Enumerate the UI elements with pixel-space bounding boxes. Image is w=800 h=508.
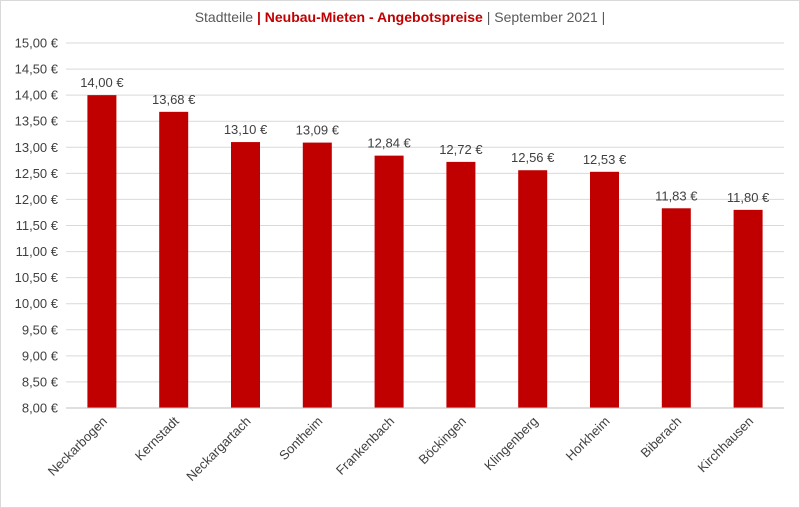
- bar: [661, 208, 691, 408]
- category-label: Frankenbach: [333, 414, 397, 478]
- x-axis: Neckarbogen Kernstadt Neckargartach Sonthei…: [45, 407, 784, 484]
- category-label: Kernstadt: [132, 413, 182, 463]
- category-label: Neckargartach: [183, 414, 253, 484]
- title-suffix: | September 2021 |: [482, 9, 606, 25]
- data-label: 12,56 €: [511, 150, 555, 165]
- y-axis: 8,00 € 8,50 € 9,00 € 9,50 € 10,00 € 10,50 € 11…: [15, 36, 59, 416]
- chart-title: Stadtteile | Neubau-Mieten - Angebotspre…: [0, 9, 800, 25]
- bars: [87, 95, 763, 409]
- data-label: 14,00 €: [80, 75, 124, 90]
- data-label: 13,09 €: [296, 123, 340, 138]
- data-labels: 14,00 € 13,68 € 13,10 € 13,09 € 12,84 € 12,72…: [80, 75, 770, 205]
- y-tick-label: 10,00 €: [15, 296, 59, 311]
- bar: [231, 142, 260, 409]
- category-label: Neckarbogen: [45, 414, 110, 479]
- y-tick-label: 12,00 €: [15, 192, 59, 207]
- y-tick-label: 13,00 €: [15, 140, 59, 155]
- y-tick-label: 8,00 €: [22, 401, 59, 416]
- title-prefix: Stadtteile: [194, 9, 257, 25]
- bar: [159, 111, 189, 408]
- bar: [302, 142, 332, 409]
- data-label: 12,84 €: [367, 136, 411, 151]
- y-tick-label: 14,50 €: [15, 62, 59, 77]
- bar: [733, 209, 763, 408]
- y-tick-label: 11,50 €: [16, 218, 59, 233]
- y-tick-label: 10,50 €: [15, 270, 59, 285]
- y-tick-label: 14,00 €: [15, 88, 59, 103]
- y-tick-label: 12,50 €: [15, 166, 59, 181]
- data-label: 12,72 €: [439, 142, 483, 157]
- category-label: Horkheim: [563, 414, 613, 464]
- data-label: 11,80 €: [727, 190, 770, 205]
- data-label: 13,10 €: [224, 122, 268, 137]
- y-tick-label: 9,50 €: [22, 322, 59, 337]
- bar: [87, 95, 117, 409]
- y-tick-label: 15,00 €: [15, 36, 59, 51]
- category-label: Kirchhausen: [695, 414, 757, 476]
- category-label: Biberach: [638, 414, 685, 461]
- bar: [374, 155, 404, 408]
- data-label: 11,83 €: [655, 188, 698, 203]
- bar: [446, 161, 476, 408]
- y-tick-label: 11,00 €: [16, 244, 59, 259]
- bar: [590, 171, 619, 408]
- category-label: Klingenberg: [481, 414, 541, 474]
- y-tick-label: 9,00 €: [22, 348, 59, 363]
- category-label: Sontheim: [276, 414, 325, 463]
- title-highlight: | Neubau-Mieten - Angebotspreise: [256, 9, 483, 25]
- data-label: 12,53 €: [583, 152, 627, 167]
- category-label: Böckingen: [415, 414, 469, 468]
- data-label: 13,68 €: [152, 92, 196, 107]
- bar: [518, 170, 548, 408]
- y-tick-label: 13,50 €: [15, 114, 59, 129]
- y-tick-label: 8,50 €: [22, 374, 59, 389]
